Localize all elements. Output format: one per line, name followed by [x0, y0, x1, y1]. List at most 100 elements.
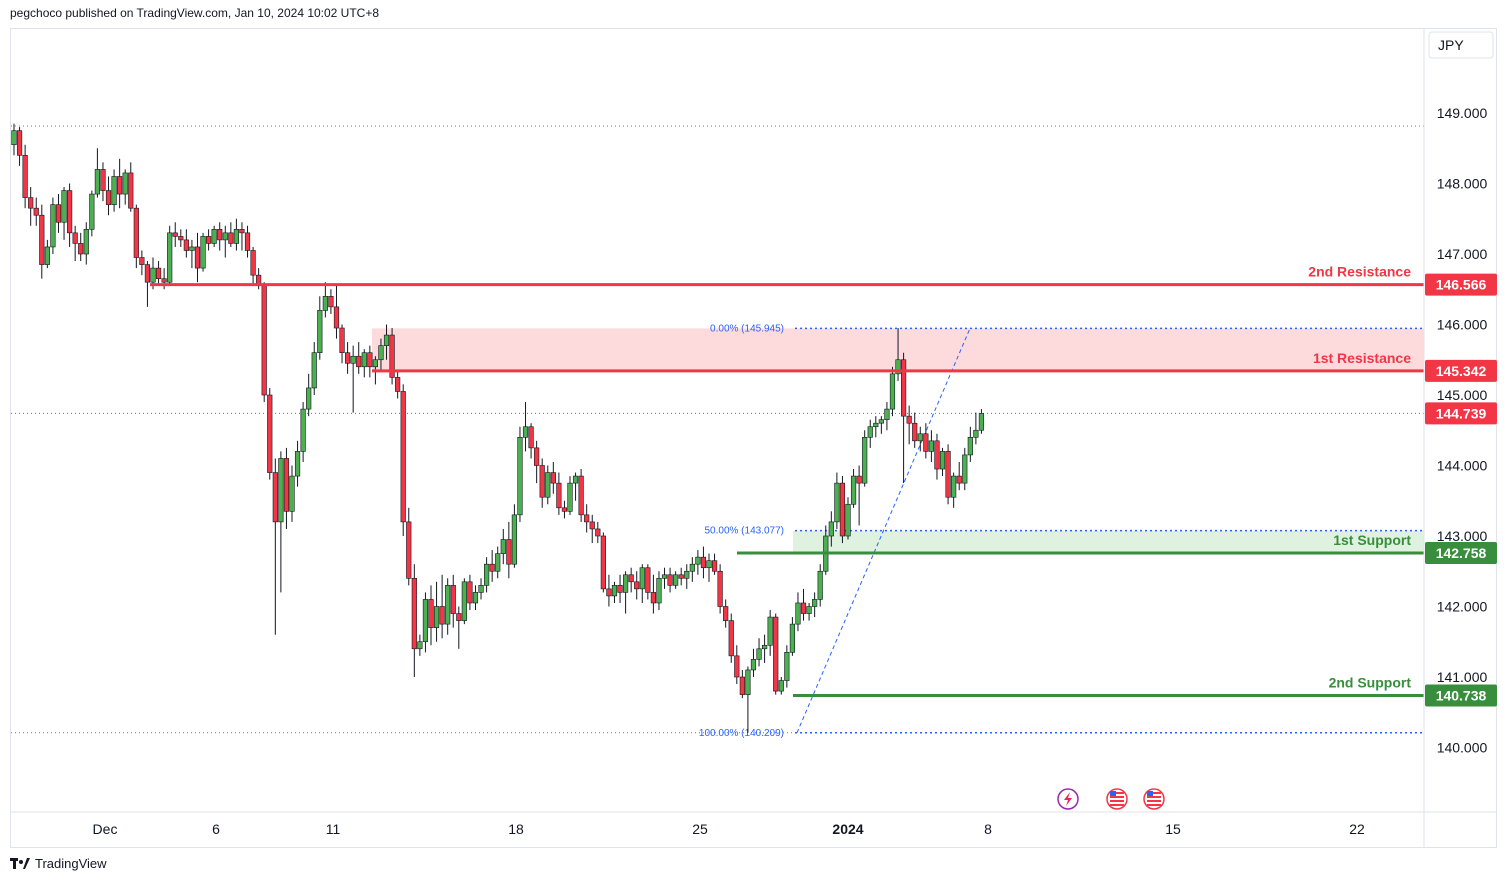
candle — [567, 476, 573, 515]
candle-body — [622, 574, 629, 593]
candle — [89, 190, 95, 237]
y-tick-label: 142.000 — [1437, 599, 1488, 615]
level-price-value: 145.342 — [1436, 363, 1487, 379]
candle-body — [795, 602, 801, 625]
candle-body — [217, 229, 223, 241]
candle — [39, 204, 45, 279]
x-tick-label: Dec — [93, 821, 118, 837]
candle-body — [306, 387, 312, 410]
candle — [761, 634, 768, 663]
candle — [478, 578, 484, 600]
candle-body — [967, 436, 973, 456]
candle — [778, 677, 784, 695]
candle-body — [200, 236, 206, 269]
candle — [973, 412, 979, 445]
candle — [756, 638, 762, 667]
candle — [806, 602, 812, 621]
candle-body — [661, 574, 668, 579]
candle — [22, 144, 28, 209]
candle — [734, 645, 740, 685]
candle — [122, 169, 128, 205]
candle-body — [900, 359, 907, 417]
x-tick-label: 2024 — [832, 821, 863, 837]
candle-body — [61, 190, 67, 223]
candle — [684, 564, 690, 589]
candle-body — [595, 528, 601, 537]
lightning-icon — [1057, 788, 1079, 810]
candle-body — [628, 574, 634, 583]
candle-body — [100, 169, 106, 191]
candle — [539, 458, 545, 508]
candle — [723, 599, 729, 628]
level-name-label: 1st Support — [1333, 532, 1411, 548]
candle — [283, 447, 290, 529]
publish-info: pegchoco published on TradingView.com, J… — [10, 6, 380, 20]
candle — [673, 571, 679, 589]
y-tick-label: 140.000 — [1437, 740, 1488, 756]
candles — [11, 123, 985, 733]
candle-body — [650, 592, 656, 604]
candle — [517, 426, 523, 522]
candle — [628, 567, 634, 593]
candle — [350, 345, 356, 413]
event-icons — [1057, 788, 1165, 810]
level-price-tag — [1425, 542, 1497, 565]
candle — [300, 402, 306, 462]
candle — [595, 521, 601, 544]
candle-body — [378, 345, 384, 361]
candle-body — [945, 451, 951, 498]
candle — [561, 500, 568, 519]
candle-body — [361, 352, 367, 368]
level-price-value: 140.738 — [1436, 687, 1487, 703]
candle-body — [728, 620, 734, 657]
candle — [678, 567, 684, 586]
candle — [289, 465, 295, 522]
candle-body — [483, 563, 490, 586]
tradingview-logo-icon — [10, 857, 30, 871]
candle — [467, 574, 473, 611]
candle — [839, 476, 846, 544]
candle-body — [806, 606, 812, 614]
candle-body — [222, 232, 228, 241]
candle — [61, 187, 67, 240]
support-resistance-levels: 2nd Resistance 146.566 1st Resistance 145.3… — [150, 264, 1497, 707]
candle-body — [144, 264, 151, 283]
candle-body — [472, 592, 479, 604]
candle — [889, 366, 896, 417]
us-flag-icon — [1143, 788, 1165, 810]
candle-body — [50, 204, 56, 248]
candle — [617, 574, 623, 603]
candle-body — [267, 394, 273, 473]
candle — [172, 222, 178, 247]
x-tick-label: 15 — [1165, 821, 1181, 837]
candle — [72, 225, 78, 262]
candle-body — [433, 606, 440, 628]
candle — [606, 574, 612, 607]
candle-body — [28, 197, 34, 209]
candle — [267, 387, 273, 480]
candle-body — [734, 655, 740, 678]
candle-body — [567, 482, 573, 512]
candle — [578, 469, 584, 522]
candle-body — [261, 285, 267, 396]
candle — [344, 342, 351, 374]
candle — [222, 225, 228, 258]
us-flag-stripe — [1147, 796, 1161, 798]
candle — [472, 585, 479, 611]
candle-body — [556, 482, 562, 509]
candle — [111, 169, 117, 212]
level-name-label: 2nd Resistance — [1308, 264, 1411, 280]
candle — [862, 430, 868, 487]
candle-body — [611, 585, 618, 597]
candle — [461, 578, 467, 625]
us-flag-canton — [1147, 791, 1153, 796]
candle-body — [906, 415, 912, 424]
candle-body — [439, 606, 445, 625]
candle-body — [39, 214, 45, 265]
candle — [584, 504, 590, 533]
candle-body — [917, 433, 923, 442]
us-flag-stripe — [1147, 804, 1161, 806]
candle — [667, 567, 673, 593]
us-flag-stripe — [1147, 792, 1161, 794]
